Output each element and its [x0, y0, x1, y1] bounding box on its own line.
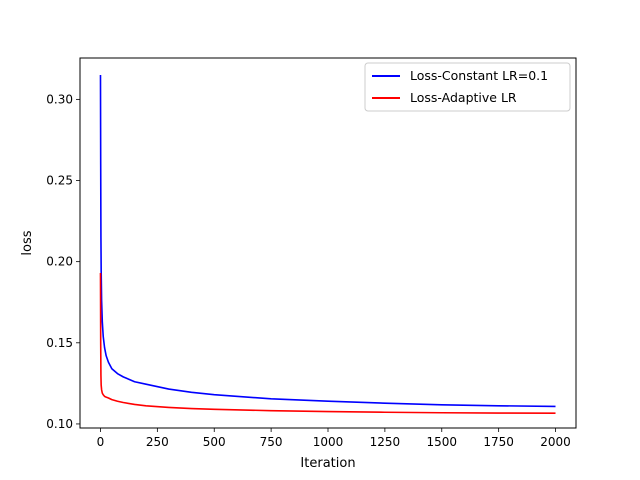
- x-tick-label: 1500: [426, 435, 457, 449]
- series-line-adaptive-lr: [99, 273, 556, 415]
- x-tick-label: 250: [146, 435, 169, 449]
- series-layer: [99, 75, 556, 415]
- x-axis-ticks: 0 250 500 750 1000 1250 1500 1750 2000: [97, 428, 571, 449]
- y-tick-label: 0.25: [46, 174, 73, 188]
- y-axis-ticks: 0.10 0.15 0.20 0.25 0.30: [46, 92, 80, 431]
- plot-frame: [79, 57, 577, 429]
- x-tick-label: 1000: [313, 435, 344, 449]
- y-axis-label: loss: [20, 230, 35, 255]
- legend-label-adaptive: Loss-Adaptive LR: [410, 90, 517, 105]
- legend: Loss-Constant LR=0.1 Loss-Adaptive LR: [364, 62, 571, 112]
- x-axis-label: Iteration: [300, 456, 355, 471]
- y-tick-label: 0.20: [46, 255, 73, 269]
- x-tick-label: 500: [203, 435, 226, 449]
- y-tick-label: 0.15: [46, 336, 73, 350]
- x-tick-label: 1750: [483, 435, 514, 449]
- y-tick-label: 0.10: [46, 417, 73, 431]
- x-tick-label: 750: [260, 435, 283, 449]
- x-tick-label: 1250: [370, 435, 401, 449]
- series-line-constant-lr: [99, 75, 556, 408]
- legend-label-constant: Loss-Constant LR=0.1: [410, 68, 548, 83]
- legend-box: [364, 62, 571, 112]
- plot-area: [80, 58, 576, 428]
- x-tick-label: 0: [97, 435, 105, 449]
- y-tick-label: 0.30: [46, 92, 73, 106]
- x-tick-label: 2000: [540, 435, 571, 449]
